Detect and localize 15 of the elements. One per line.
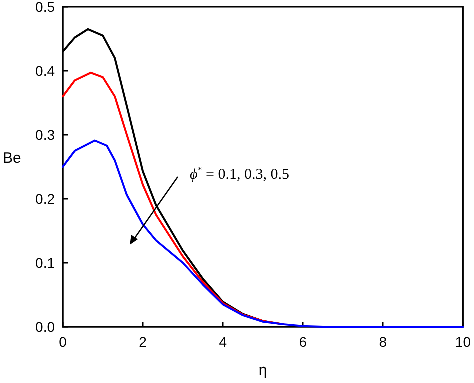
- y-tick-label: 0.3: [36, 127, 56, 143]
- annotation: ϕ$^{*}$ = 0.1, 0.3, 0.5: [190, 165, 290, 184]
- x-tick-label: 4: [219, 334, 228, 350]
- x-tick-label: 2: [139, 334, 148, 350]
- y-axis-title: Be: [3, 150, 22, 167]
- y-tick-label: 0.5: [36, 0, 56, 15]
- y-tick-label: 0.1: [36, 255, 56, 271]
- x-tick-label: 6: [299, 334, 308, 350]
- x-tick-label: 10: [455, 334, 472, 350]
- y-tick-label: 0.0: [36, 319, 56, 335]
- y-tick-label: 0.4: [36, 63, 56, 79]
- x-axis-title: η: [258, 362, 268, 379]
- x-tick-label: 8: [379, 334, 388, 350]
- y-tick-label: 0.2: [36, 191, 56, 207]
- x-tick-label: 0: [59, 334, 68, 350]
